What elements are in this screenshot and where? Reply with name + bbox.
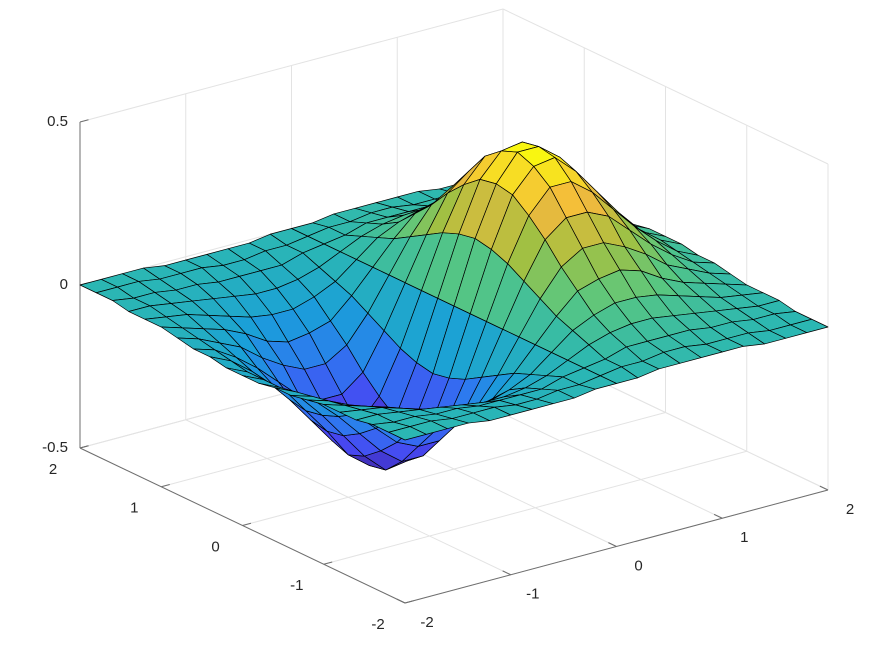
y-tick-label: -1 <box>290 577 303 594</box>
y-tick-label: 2 <box>49 461 57 478</box>
x-tick-label: -2 <box>420 614 433 631</box>
y-tick-label: 1 <box>130 500 138 517</box>
grid-line <box>323 450 747 565</box>
x-tick-label: 1 <box>740 529 748 546</box>
x-tick <box>502 570 511 576</box>
z-tick-label: -0.5 <box>42 439 68 456</box>
y-tick-label: -2 <box>371 616 384 633</box>
x-tick <box>713 513 723 519</box>
x-tick <box>608 542 617 547</box>
grid-line <box>79 8 504 123</box>
y-tick <box>161 484 170 488</box>
x-tick-label: 2 <box>846 501 854 518</box>
x-tick <box>396 598 406 604</box>
surface-face <box>388 426 427 441</box>
z-tick-label: 0 <box>60 276 68 293</box>
y-tick <box>323 561 333 565</box>
z-tick <box>79 119 89 123</box>
y-tick <box>404 600 414 604</box>
y-tick-label: 0 <box>211 538 219 555</box>
x-tick-label: 0 <box>634 557 642 574</box>
x-tick-label: -1 <box>526 586 539 603</box>
grid-line <box>242 412 666 526</box>
x-tick <box>819 485 829 491</box>
z-tick-label: 0.5 <box>47 113 68 130</box>
y-tick <box>242 522 252 526</box>
z-tick <box>79 445 89 449</box>
grid-line <box>502 8 829 165</box>
surface <box>79 141 829 471</box>
